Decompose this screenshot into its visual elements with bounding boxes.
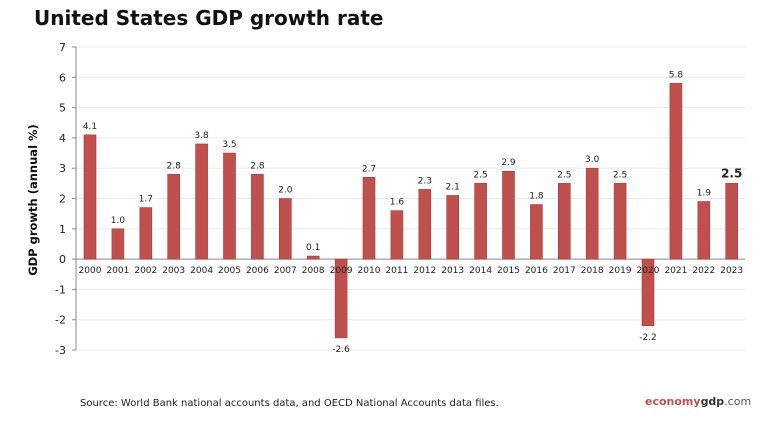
data-label-2006: 2.8: [250, 161, 265, 171]
data-label-2003: 2.8: [167, 161, 182, 171]
x-tick-label: 2011: [385, 266, 408, 276]
x-tick-label: 2006: [246, 266, 269, 276]
x-tick-label: 2020: [637, 266, 660, 276]
data-label-2020: -2.2: [639, 333, 657, 343]
x-tick-label: 2007: [274, 266, 297, 276]
bar-2017: [557, 183, 571, 260]
data-label-2015: 2.9: [501, 158, 516, 168]
bar-2023: [725, 183, 739, 260]
x-tick-label: 2000: [79, 266, 102, 276]
bar-2006: [251, 173, 264, 260]
bar-2014: [474, 183, 487, 260]
source-note: Source: World Bank national accounts dat…: [80, 398, 499, 409]
bar-2019: [613, 183, 627, 260]
y-tick-label: -1: [55, 283, 66, 296]
data-label-2013: 2.1: [446, 182, 460, 192]
x-tick-label: 2001: [106, 266, 129, 276]
data-label-2008: 0.1: [306, 243, 320, 253]
data-label-2012: 2.3: [418, 176, 432, 186]
x-tick-label: 2009: [330, 266, 353, 276]
data-label-2004: 3.8: [194, 131, 209, 141]
x-tick-label: 2021: [664, 266, 687, 276]
y-tick-label: 2: [59, 193, 66, 206]
x-tick-label: 2002: [134, 266, 157, 276]
y-tick-label: 0: [59, 253, 66, 266]
data-label-2021: 5.8: [669, 70, 684, 80]
data-label-2014: 2.5: [473, 170, 487, 180]
y-tick-label: -2: [55, 314, 66, 327]
x-tick-label: 2005: [218, 266, 241, 276]
bar-2012: [418, 189, 432, 260]
data-label-2009: -2.6: [332, 345, 350, 355]
y-tick-label: 7: [59, 41, 66, 54]
bar-2005: [223, 152, 236, 260]
bar-2022: [697, 201, 711, 260]
y-tick-label: 1: [59, 223, 66, 236]
data-label-2023: 2.5: [721, 166, 742, 180]
data-label-2017: 2.5: [557, 170, 571, 180]
x-tick-label: 2004: [190, 266, 213, 276]
x-tick-label: 2017: [553, 266, 576, 276]
bar-2015: [502, 170, 515, 260]
bar-2011: [390, 210, 404, 260]
x-tick-label: 2016: [525, 266, 548, 276]
x-tick-label: 2022: [692, 266, 715, 276]
bar-2013: [446, 195, 460, 260]
data-label-2018: 3.0: [585, 155, 600, 165]
y-tick-label: 6: [59, 71, 66, 84]
bar-2007: [278, 198, 292, 260]
bar-2000: [83, 134, 97, 260]
bar-2018: [585, 167, 599, 260]
x-tick-label: 2018: [581, 266, 604, 276]
y-tick-label: 3: [59, 162, 66, 175]
data-label-2001: 1.0: [111, 216, 126, 226]
data-label-2011: 1.6: [390, 198, 405, 208]
data-label-2000: 4.1: [83, 122, 97, 132]
x-tick-label: 2014: [469, 266, 492, 276]
data-label-2022: 1.9: [697, 189, 712, 199]
bar-2010: [362, 176, 376, 260]
bar-2004: [195, 143, 208, 260]
data-label-2007: 2.0: [278, 186, 293, 196]
x-tick-label: 2012: [413, 266, 436, 276]
x-tick-label: 2010: [358, 266, 381, 276]
bar-2001: [111, 228, 125, 260]
bar-2009: [334, 258, 348, 339]
economygdp-logo: economygdp.com: [645, 395, 752, 408]
y-tick-label: 5: [59, 102, 66, 115]
data-label-2010: 2.7: [362, 164, 376, 174]
data-label-2005: 3.5: [222, 140, 236, 150]
x-tick-label: 2003: [162, 266, 185, 276]
bar-2020: [641, 258, 655, 327]
bar-2016: [530, 204, 543, 260]
x-tick-label: 2015: [497, 266, 520, 276]
y-tick-label: 4: [59, 132, 66, 145]
data-label-2002: 1.7: [139, 195, 153, 205]
bar-2008: [306, 255, 320, 260]
bar-2021: [669, 83, 683, 260]
x-tick-label: 2013: [441, 266, 464, 276]
x-tick-label: 2008: [302, 266, 325, 276]
data-label-2016: 1.8: [529, 192, 544, 202]
chart-title: United States GDP growth rate: [34, 6, 384, 30]
data-label-2019: 2.5: [613, 170, 627, 180]
x-tick-label: 2023: [720, 266, 743, 276]
y-tick-label: -3: [55, 344, 66, 357]
bar-2002: [139, 207, 153, 260]
bar-2003: [167, 173, 180, 260]
x-tick-label: 2019: [609, 266, 632, 276]
